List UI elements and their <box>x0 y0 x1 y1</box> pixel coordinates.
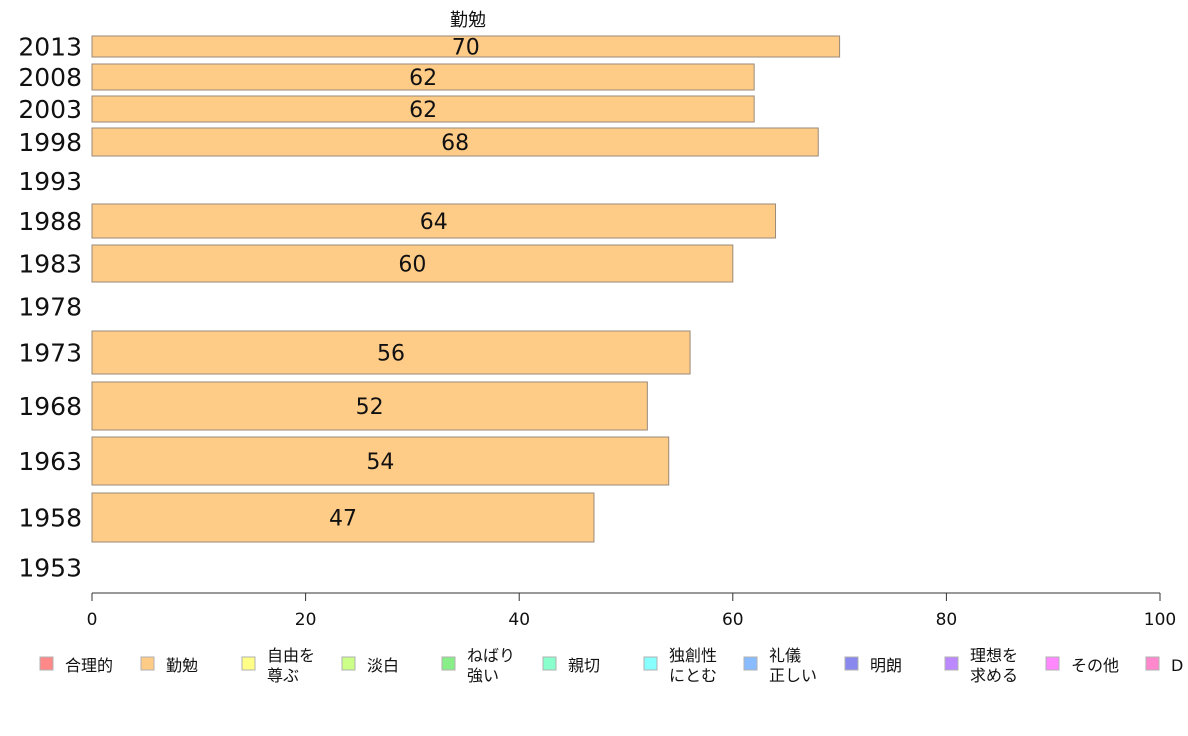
x-tick-label: 20 <box>295 610 317 630</box>
bar-value-label: 64 <box>420 210 448 235</box>
legend-swatch <box>542 656 557 671</box>
legend-label: 独創性にとむ <box>669 646 717 685</box>
bar <box>91 203 777 239</box>
legend-label: ねばり強い <box>467 646 515 685</box>
bar-value-label: 60 <box>398 253 426 278</box>
legend-label: 礼儀正しい <box>769 646 817 685</box>
bar <box>91 330 691 375</box>
x-tick-label: 60 <box>722 610 744 630</box>
legend-swatch <box>1045 656 1060 671</box>
legend-label: 合理的 <box>65 656 113 675</box>
bar-value-label: 56 <box>377 342 405 367</box>
bar <box>91 436 670 486</box>
legend-label: D <box>1171 656 1183 675</box>
legend-swatch <box>140 656 155 671</box>
y-tick-label: 1963 <box>18 447 82 476</box>
bar <box>91 381 648 431</box>
legend-swatch <box>844 656 859 671</box>
x-tick-label: 0 <box>87 610 98 630</box>
y-tick-label: 1988 <box>18 207 82 236</box>
legend-swatch <box>643 656 658 671</box>
legend-label: 明朗 <box>870 656 902 675</box>
bar-value-label: 70 <box>452 36 480 61</box>
bar-value-label: 52 <box>356 395 384 420</box>
legend-swatch <box>241 656 256 671</box>
legend-swatch <box>39 656 54 671</box>
legend-label: 理想を求める <box>970 646 1018 685</box>
legend-label: 淡白 <box>367 656 399 675</box>
legend-label: 勤勉 <box>166 656 198 675</box>
legend-swatch <box>944 656 959 671</box>
bar-value-label: 62 <box>409 98 437 123</box>
y-tick-label: 1978 <box>18 293 82 322</box>
bar-value-label: 54 <box>366 450 394 475</box>
bar-value-label: 62 <box>409 66 437 91</box>
legend-label: 親切 <box>568 656 600 675</box>
y-tick-label: 1953 <box>18 554 82 583</box>
legend-label: 自由を尊ぶ <box>267 646 315 685</box>
x-axis: 0 20 40 60 80 100 <box>87 592 1176 630</box>
bar-value-label: 68 <box>441 131 469 156</box>
y-tick-label: 1998 <box>18 128 82 157</box>
y-tick-label: 1958 <box>18 504 82 533</box>
y-tick-label: 1968 <box>18 392 82 421</box>
x-tick-label: 80 <box>936 610 958 630</box>
y-tick-label: 2003 <box>18 95 82 124</box>
bar <box>91 244 734 283</box>
x-tick-label: 40 <box>508 610 530 630</box>
legend-swatch <box>743 656 758 671</box>
bar-value-label: 47 <box>329 507 357 532</box>
y-tick-label: 1993 <box>18 167 82 196</box>
legend: 合理的 勤勉 自由を尊ぶ 淡白 ねばり強い 親切 独創性にとむ 礼儀正しい 明朗 理想を求める その… <box>39 646 1183 685</box>
y-tick-label: 1973 <box>18 339 82 368</box>
legend-swatch <box>341 656 356 671</box>
bar <box>91 95 755 123</box>
bar <box>91 492 595 543</box>
chart-title: 勤勉 <box>450 10 486 31</box>
legend-swatch <box>1145 656 1160 671</box>
bar <box>91 63 755 91</box>
y-tick-label: 2013 <box>18 33 82 62</box>
bar <box>91 127 819 157</box>
y-tick-label: 2008 <box>18 63 82 92</box>
y-tick-label: 1983 <box>18 250 82 279</box>
legend-label: その他 <box>1071 656 1119 675</box>
x-tick-label: 100 <box>1144 610 1176 630</box>
bar <box>91 35 841 58</box>
legend-swatch <box>441 656 456 671</box>
